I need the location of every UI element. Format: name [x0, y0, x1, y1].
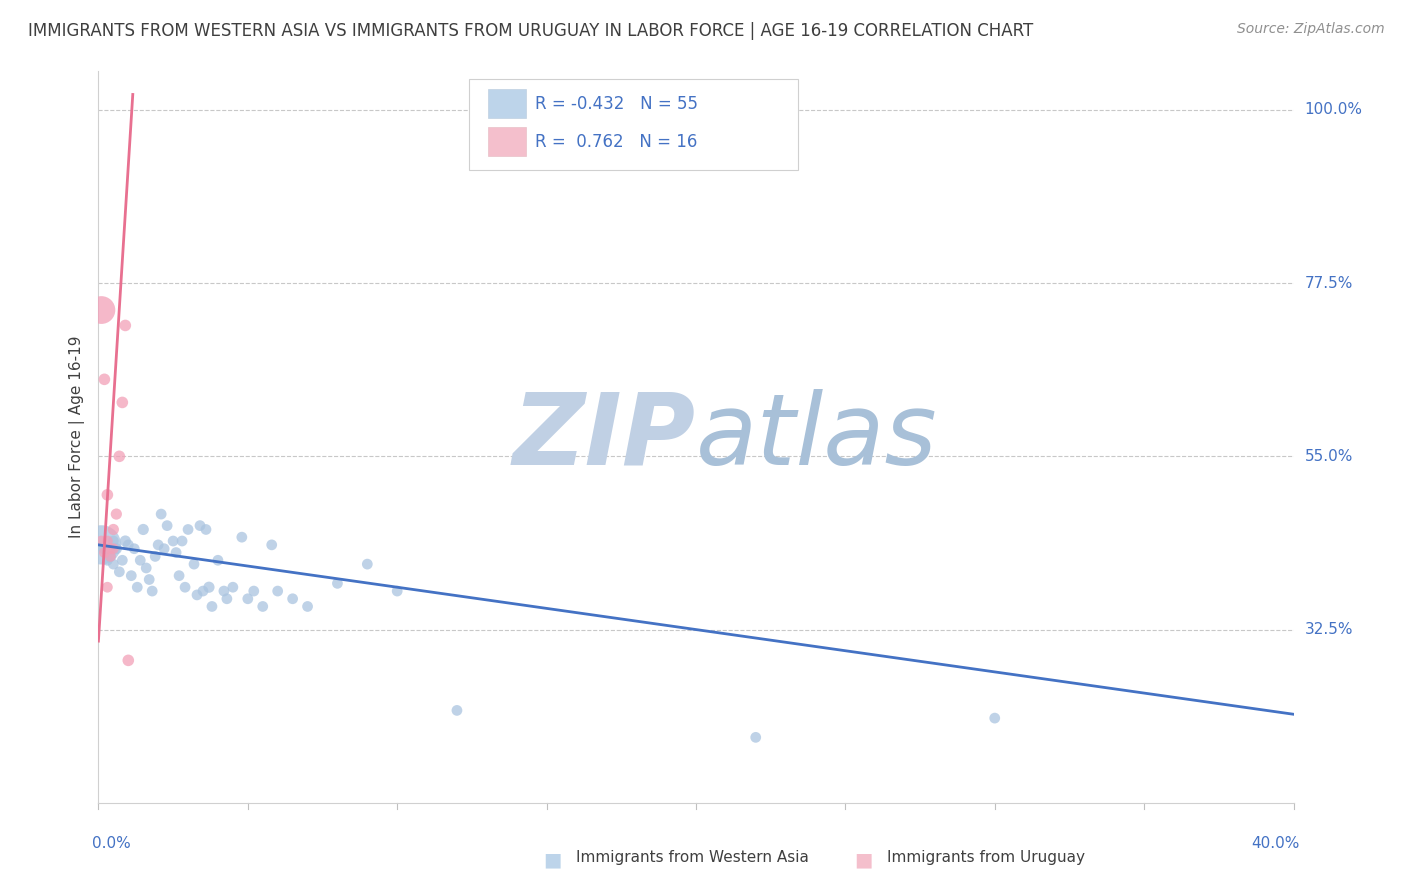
Point	[281, 591, 304, 606]
Point	[195, 523, 218, 537]
Point	[96, 580, 118, 594]
Point	[93, 372, 115, 386]
Point	[108, 450, 131, 464]
Point	[96, 488, 118, 502]
Text: IMMIGRANTS FROM WESTERN ASIA VS IMMIGRANTS FROM URUGUAY IN LABOR FORCE | AGE 16-: IMMIGRANTS FROM WESTERN ASIA VS IMMIGRAN…	[28, 22, 1033, 40]
Point	[745, 731, 768, 745]
Point	[326, 576, 349, 591]
Point	[215, 591, 238, 606]
Point	[105, 541, 128, 556]
Text: atlas: atlas	[696, 389, 938, 485]
FancyBboxPatch shape	[488, 89, 526, 118]
Point	[132, 523, 155, 537]
Point	[96, 534, 118, 549]
Text: Immigrants from Western Asia: Immigrants from Western Asia	[576, 850, 810, 865]
FancyBboxPatch shape	[470, 78, 797, 170]
FancyBboxPatch shape	[488, 127, 526, 156]
Text: Immigrants from Uruguay: Immigrants from Uruguay	[887, 850, 1085, 865]
Point	[165, 545, 187, 559]
Text: 77.5%: 77.5%	[1305, 276, 1353, 291]
Text: 100.0%: 100.0%	[1305, 103, 1362, 118]
Point	[156, 518, 179, 533]
Text: 0.0%: 0.0%	[93, 836, 131, 851]
Point	[103, 523, 125, 537]
Point	[167, 568, 190, 582]
Point	[105, 507, 128, 521]
Text: ZIP: ZIP	[513, 389, 696, 485]
Point	[297, 599, 319, 614]
Point	[188, 518, 211, 533]
Point	[111, 553, 134, 567]
Point	[90, 534, 112, 549]
Point	[108, 565, 131, 579]
Point	[114, 534, 136, 549]
Point	[260, 538, 283, 552]
Point	[124, 541, 146, 556]
Point	[153, 541, 176, 556]
Point	[117, 538, 139, 552]
Point	[96, 553, 118, 567]
Point	[385, 584, 409, 599]
Text: Source: ZipAtlas.com: Source: ZipAtlas.com	[1237, 22, 1385, 37]
Point	[98, 541, 122, 556]
Point	[236, 591, 259, 606]
Point	[103, 557, 125, 571]
Text: ■: ■	[543, 850, 562, 870]
Point	[103, 534, 125, 549]
Point	[252, 599, 274, 614]
Point	[135, 561, 157, 575]
Point	[98, 549, 122, 564]
Point	[356, 557, 378, 571]
Point	[172, 534, 194, 549]
Point	[103, 541, 125, 556]
Point	[183, 557, 205, 571]
Point	[201, 599, 224, 614]
Point	[222, 580, 245, 594]
Text: 55.0%: 55.0%	[1305, 449, 1353, 464]
Point	[93, 545, 115, 559]
Point	[984, 711, 1007, 725]
Text: R = -0.432   N = 55: R = -0.432 N = 55	[534, 95, 697, 112]
Point	[150, 507, 173, 521]
Point	[111, 395, 134, 409]
Point	[231, 530, 253, 544]
Point	[90, 303, 112, 318]
Point	[120, 568, 142, 582]
Point	[198, 580, 221, 594]
Point	[138, 573, 160, 587]
Point	[162, 534, 184, 549]
Point	[243, 584, 266, 599]
Point	[186, 588, 208, 602]
Point	[98, 549, 122, 564]
Point	[212, 584, 235, 599]
Text: ■: ■	[853, 850, 873, 870]
Y-axis label: In Labor Force | Age 16-19: In Labor Force | Age 16-19	[69, 335, 84, 539]
Point	[114, 318, 136, 333]
Text: R =  0.762   N = 16: R = 0.762 N = 16	[534, 133, 697, 151]
Point	[191, 584, 214, 599]
Point	[127, 580, 149, 594]
Point	[141, 584, 163, 599]
Point	[90, 538, 112, 552]
Point	[93, 541, 115, 556]
Point	[129, 553, 152, 567]
Point	[267, 584, 290, 599]
Point	[174, 580, 197, 594]
Point	[143, 549, 166, 564]
Point	[207, 553, 229, 567]
Point	[148, 538, 170, 552]
Point	[117, 653, 139, 667]
Point	[446, 703, 468, 717]
Text: 32.5%: 32.5%	[1305, 622, 1353, 637]
Point	[177, 523, 200, 537]
Text: 40.0%: 40.0%	[1251, 836, 1299, 851]
